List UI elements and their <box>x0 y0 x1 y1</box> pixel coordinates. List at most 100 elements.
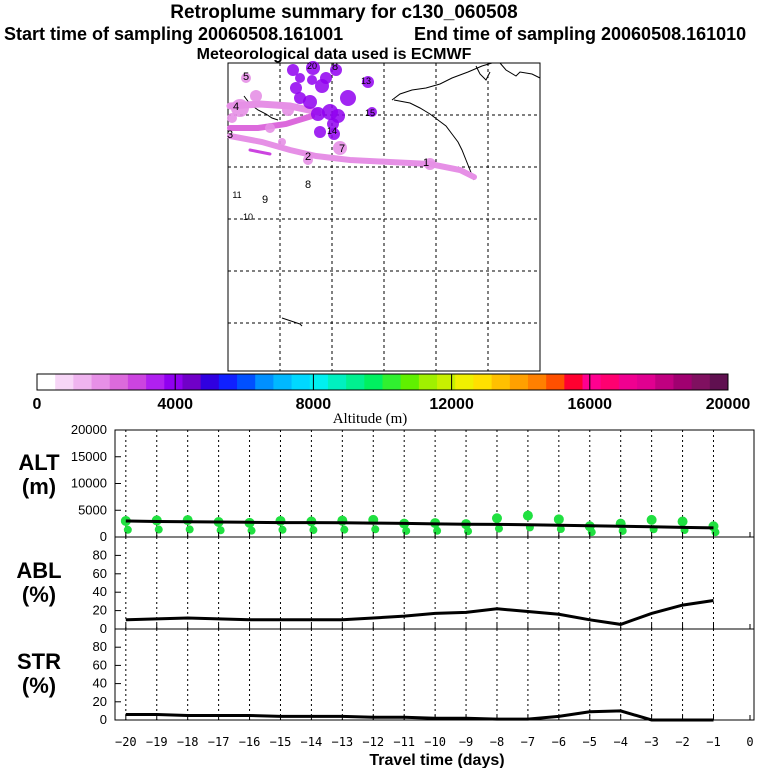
colorbar-tick-label: 8000 <box>296 396 332 413</box>
colorbar-cell <box>291 374 311 390</box>
x-tick-label: −7 <box>521 735 535 749</box>
map-particle <box>333 141 347 155</box>
colorbar-cell <box>546 374 565 390</box>
x-tick-label: −18 <box>177 735 199 749</box>
map-day-label: 15 <box>365 108 375 118</box>
altitude-point <box>491 513 502 524</box>
map-particle <box>278 138 286 146</box>
map-particle <box>306 61 320 75</box>
map-day-label: 5 <box>243 71 249 83</box>
panel-label: (%) <box>22 673 56 698</box>
colorbar-cell <box>37 374 56 390</box>
y-tick-label: 0 <box>100 712 107 727</box>
map-day-label: 4 <box>233 101 239 113</box>
colorbar-tick-label: 4000 <box>157 396 193 413</box>
altitude-point <box>522 510 533 521</box>
colorbar-cell <box>182 374 202 390</box>
x-tick-label: −11 <box>393 735 415 749</box>
colorbar-cell <box>455 374 474 390</box>
colorbar-cell <box>691 374 711 390</box>
map-day-label: 8 <box>332 61 338 73</box>
colorbar-cell <box>91 374 111 390</box>
x-tick-label: −14 <box>301 735 323 749</box>
colorbar-tick-label: 0 <box>33 396 42 413</box>
x-axis-label: Travel time (days) <box>369 752 504 768</box>
start-time-label: Start time of sampling 20060508.161001 <box>4 24 344 44</box>
colorbar-cell <box>382 374 402 390</box>
map-particle <box>295 73 305 83</box>
altitude-point <box>587 528 596 537</box>
colorbar-cell <box>346 374 365 390</box>
x-tick-label: −8 <box>490 735 504 749</box>
altitude-point <box>371 525 380 534</box>
altitude-point <box>154 525 163 534</box>
panel-label: STR <box>17 649 61 674</box>
altitude-point <box>553 514 564 525</box>
colorbar-cell <box>364 374 383 390</box>
map-particle <box>307 75 317 85</box>
map-particle <box>241 73 251 83</box>
colorbar-cell <box>237 374 256 390</box>
map-day-labels: 5 4 3 2 1 8 11 10 9 7 13 15 8 14 20 <box>227 61 429 222</box>
x-tick-label: −12 <box>362 735 384 749</box>
map-day-label: 10 <box>243 212 253 222</box>
map-day-label: 1 <box>423 157 429 169</box>
y-tick-label: 60 <box>93 566 107 581</box>
altitude-point <box>433 526 442 535</box>
mean-altitude-line <box>125 519 714 530</box>
end-time-label: End time of sampling 20060508.161010 <box>414 24 747 44</box>
map-particle <box>330 64 342 76</box>
altitude-point <box>182 515 193 526</box>
met-data-label: Meteorological data used is ECMWF <box>196 46 472 63</box>
y-tick-label: 20 <box>93 694 107 709</box>
altitude-point <box>340 525 349 534</box>
y-tick-label: 0 <box>100 529 107 544</box>
colorbar-tick-label: 16000 <box>568 396 613 413</box>
map-day-label: 7 <box>339 143 345 155</box>
map-particle <box>340 90 356 106</box>
panel-label: (m) <box>22 474 56 499</box>
abl-panel: 0 20 40 60 80 ABL(%) <box>16 536 755 636</box>
map-particle <box>282 104 294 116</box>
colorbar-cell <box>400 374 420 390</box>
map-particle <box>231 99 249 117</box>
x-tick-label: −17 <box>208 735 230 749</box>
x-tick-label: −4 <box>613 735 627 749</box>
y-tick-label: 0 <box>100 621 107 636</box>
altitude-point <box>677 516 688 527</box>
y-tick-label: 80 <box>93 547 107 562</box>
map-frame <box>227 62 541 372</box>
altitude-point <box>278 525 287 534</box>
altitude-point <box>556 525 565 534</box>
altitude-point <box>275 515 286 526</box>
colorbar-cell <box>564 374 584 390</box>
map-day-label: 13 <box>361 76 371 86</box>
x-tick-label: −15 <box>270 735 292 749</box>
y-tick-label: 5000 <box>78 502 107 517</box>
colorbar-cell <box>618 374 638 390</box>
altitude-point <box>123 525 132 534</box>
x-tick-label: −1 <box>706 735 720 749</box>
colorbar-cell <box>109 374 129 390</box>
map-day-label: 11 <box>232 190 241 200</box>
x-tick-label: −6 <box>552 735 566 749</box>
y-tick-label: 60 <box>93 657 107 672</box>
map-day-label: 2 <box>305 151 311 163</box>
map-day-label: 20 <box>307 61 317 71</box>
chart-title: Retroplume summary for c130_060508 <box>170 2 518 23</box>
map-particle-blobs <box>227 61 436 170</box>
map-particle <box>311 107 325 121</box>
colorbar-tick-label: 20000 <box>706 396 751 413</box>
y-tick-label: 40 <box>93 676 107 691</box>
colorbar-cell <box>509 374 529 390</box>
colorbar-cell <box>55 374 74 390</box>
abl-line <box>125 599 714 626</box>
colorbar-cell <box>73 374 93 390</box>
colorbar-cell <box>164 374 183 390</box>
altitude-point <box>618 526 627 535</box>
map-day-label: 14 <box>327 126 337 136</box>
colorbar-cell <box>418 374 438 390</box>
panel-label: ALT <box>18 450 60 475</box>
